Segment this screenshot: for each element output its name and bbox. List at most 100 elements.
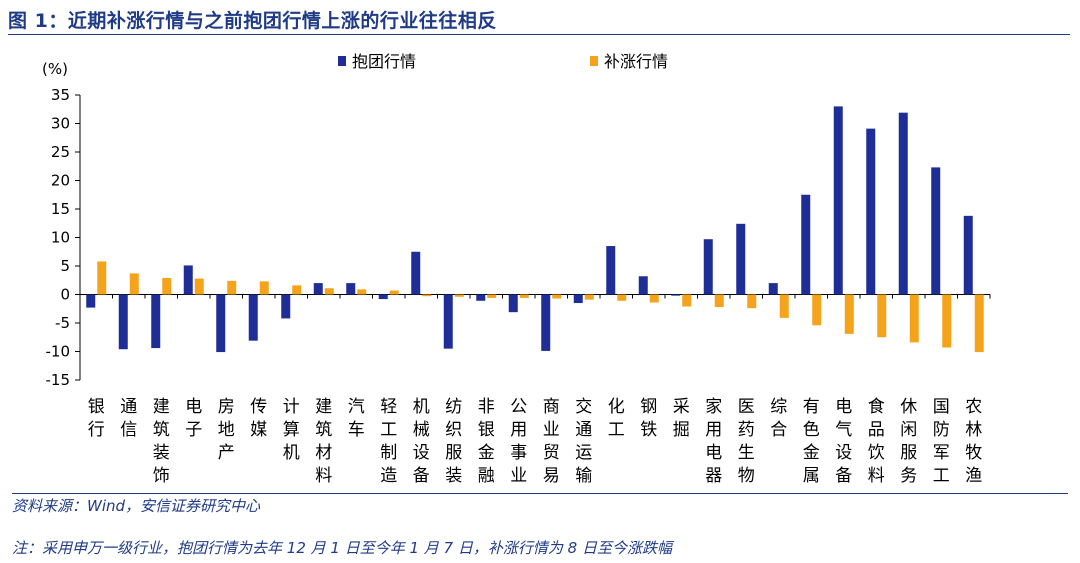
category-label: 国防军工: [933, 397, 950, 486]
category-label: 轻工制造: [380, 397, 397, 486]
y-tick-label: 20: [51, 172, 70, 190]
bar-buzhang: [682, 294, 692, 307]
bar-baotuan: [703, 239, 713, 295]
bar-baotuan: [118, 294, 128, 350]
bar-buzhang: [747, 294, 757, 309]
category-label: 房地产: [218, 397, 235, 463]
bar-baotuan: [346, 283, 356, 295]
bar-buzhang: [909, 294, 919, 343]
bar-buzhang: [162, 277, 172, 295]
legend-label: 抱团行情: [352, 52, 416, 71]
category-label: 纺织服装: [445, 397, 462, 486]
bar-baotuan: [216, 294, 226, 353]
category-label: 建筑材料: [315, 397, 332, 486]
category-label: 食品饮料: [868, 397, 885, 486]
footnote: 注：采用申万一级行业，抱团行情为去年 12 月 1 日至今年 1 月 7 日，补…: [12, 539, 672, 557]
category-label: 通信: [120, 397, 137, 440]
bar-buzhang: [649, 294, 659, 303]
bar-baotuan: [476, 294, 486, 301]
bar-baotuan: [378, 294, 388, 300]
bar-buzhang: [714, 294, 724, 308]
category-label: 医药生物: [738, 397, 755, 486]
bar-buzhang: [812, 294, 822, 326]
category-label: 化工: [608, 397, 625, 440]
category-label: 电气设备: [835, 397, 852, 486]
bar-buzhang: [584, 294, 594, 300]
bar-buzhang: [422, 294, 432, 297]
bar-baotuan: [508, 294, 518, 313]
bar-buzhang: [129, 273, 139, 295]
category-label: 休闲服务: [900, 397, 917, 486]
bar-baotuan: [443, 294, 453, 349]
bar-baotuan: [183, 265, 193, 295]
category-label: 计算机: [283, 397, 300, 463]
figure-title: 图 1：近期补涨行情与之前抱团行情上涨的行业往往相反: [8, 9, 497, 32]
bar-baotuan: [313, 283, 323, 295]
category-label: 采掘: [673, 397, 690, 440]
category-label: 机械设备: [413, 397, 430, 486]
y-tick-label: 10: [51, 229, 70, 247]
bar-chart: 35 30 25 20 15 10 5 0 -5 -10 -15 (%) 银行通信建筑装饰电子房地产传媒…: [42, 52, 991, 486]
bar-baotuan: [833, 106, 843, 295]
source-note: 资料来源：Wind，安信证券研究中心: [12, 493, 1068, 518]
bar-baotuan: [151, 294, 161, 349]
legend-swatch: [590, 56, 598, 66]
category-label: 非银金融: [478, 397, 495, 486]
bar-baotuan: [736, 223, 746, 295]
y-tick-label: 5: [60, 257, 70, 275]
bar-baotuan: [963, 215, 973, 295]
y-tick-label: 30: [51, 115, 70, 133]
bar-buzhang: [357, 289, 367, 295]
bar-buzhang: [227, 280, 237, 295]
y-tick-label: 0: [60, 286, 70, 304]
category-label: 商业贸易: [543, 397, 560, 486]
bar-buzhang: [877, 294, 887, 338]
bar-buzhang: [389, 290, 399, 295]
bar-buzhang: [259, 281, 269, 295]
bar-buzhang: [97, 261, 107, 295]
bar-baotuan: [541, 294, 551, 351]
category-label: 建筑装饰: [153, 397, 170, 486]
bar-baotuan: [281, 294, 291, 319]
bar-baotuan: [671, 294, 681, 296]
bar-baotuan: [573, 294, 583, 304]
category-label: 农林牧渔: [965, 397, 982, 486]
bar-baotuan: [801, 194, 811, 295]
category-label: 传媒: [250, 397, 267, 440]
category-label: 有色金属: [803, 397, 820, 486]
category-label: 电子: [185, 397, 202, 440]
bar-baotuan: [866, 128, 876, 295]
figure-title-bar: 图 1：近期补涨行情与之前抱团行情上涨的行业往往相反: [8, 4, 1070, 35]
bar-buzhang: [454, 294, 464, 297]
bar-baotuan: [248, 294, 258, 341]
bar-buzhang: [617, 294, 627, 301]
bar-baotuan: [411, 251, 421, 295]
bar-buzhang: [974, 294, 984, 353]
bar-buzhang: [519, 294, 529, 298]
category-label: 交通运输: [575, 397, 592, 486]
y-tick-label: 25: [51, 143, 70, 161]
bar-buzhang: [194, 278, 204, 295]
bar-baotuan: [898, 112, 908, 295]
category-label: 汽车: [348, 397, 365, 440]
bar-buzhang: [779, 294, 789, 318]
category-label: 银行: [88, 397, 105, 440]
bar-baotuan: [931, 167, 941, 295]
bar-baotuan: [606, 246, 616, 295]
bar-buzhang: [942, 294, 952, 348]
y-tick-label: -5: [55, 314, 70, 332]
bar-buzhang: [324, 288, 334, 295]
bar-buzhang: [844, 294, 854, 334]
bar-baotuan: [86, 294, 96, 308]
category-label: 公用事业: [510, 397, 527, 486]
bar-buzhang: [552, 294, 562, 299]
legend-label: 补涨行情: [604, 52, 668, 71]
y-axis-label: (%): [42, 60, 68, 78]
y-tick-label: -10: [46, 343, 71, 361]
legend-swatch: [338, 56, 346, 66]
category-label: 综合: [770, 397, 787, 440]
bar-baotuan: [638, 276, 648, 295]
y-tick-label: 15: [51, 200, 70, 218]
bar-buzhang: [487, 294, 497, 298]
y-tick-label: -15: [46, 371, 71, 389]
